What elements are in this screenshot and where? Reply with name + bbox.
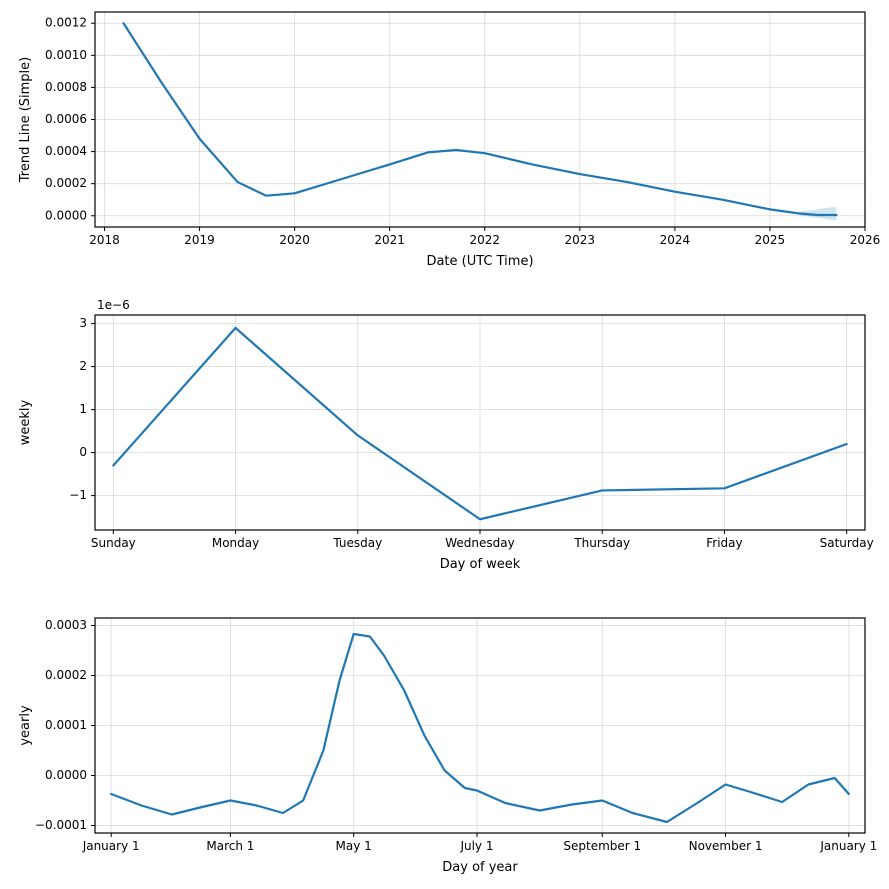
yearly-xtick-label: September 1 <box>563 839 641 853</box>
weekly-panel: SundayMondayTuesdayWednesdayThursdayFrid… <box>95 315 865 530</box>
weekly-ytick-label: 0 <box>79 445 87 459</box>
weekly-xtick-label: Friday <box>706 536 742 550</box>
yearly-grid <box>95 618 865 833</box>
trend-xtick-label: 2018 <box>89 233 120 247</box>
trend-xtick-label: 2020 <box>279 233 310 247</box>
trend-xtick-label: 2025 <box>755 233 786 247</box>
yearly-line <box>111 634 849 822</box>
weekly-ylabel: weekly <box>18 399 33 445</box>
yearly-panel: January 1March 1May 1July 1September 1No… <box>95 618 865 833</box>
yearly-xtick-label: May 1 <box>336 839 372 853</box>
yearly-ytick-label: 0.0002 <box>45 668 87 682</box>
weekly-ytick-label: 1 <box>79 402 87 416</box>
weekly-xlabel: Day of week <box>440 557 521 572</box>
trend-panel: 2018201920202021202220232024202520260.00… <box>95 12 865 227</box>
yearly-xtick-label: November 1 <box>689 839 763 853</box>
trend-xtick-label: 2026 <box>850 233 881 247</box>
weekly-xtick-label: Tuesday <box>332 536 382 550</box>
trend-ylabel: Trend Line (Simple) <box>18 57 33 183</box>
figure: 2018 2019 2020 2021 2022 2023 2024 2025 2026 0.00… <box>0 0 889 889</box>
yearly-xtick-label: January 1 <box>82 839 140 853</box>
trend-xtick-label: 2024 <box>660 233 691 247</box>
trend-xtick-label: 2022 <box>469 233 500 247</box>
yearly-xlabel: Day of year <box>442 860 518 875</box>
trend-xtick-label: 2021 <box>374 233 405 247</box>
trend-xtick-label: 2019 <box>184 233 215 247</box>
trend-ytick-label: 0.0002 <box>45 176 87 190</box>
yearly-ytick-label: 0.0003 <box>45 618 87 632</box>
yearly-ylabel: yearly <box>18 705 33 746</box>
weekly-xtick-label: Sunday <box>91 536 136 550</box>
yearly-ytick-label: 0.0000 <box>45 768 87 782</box>
weekly-grid <box>95 315 865 530</box>
yearly-ytick-label: 0.0001 <box>45 718 87 732</box>
weekly-xtick-label: Monday <box>212 536 259 550</box>
trend-ytick-label: 0.0008 <box>45 80 87 94</box>
weekly-ytick-label: 2 <box>79 359 87 373</box>
trend-ytick-label: 0.0006 <box>45 112 87 126</box>
weekly-ytick-label: 3 <box>79 316 87 330</box>
trend-ytick-label: 0.0004 <box>45 144 87 158</box>
trend-ytick-label: 0.0012 <box>45 16 87 30</box>
trend-ytick-label: 0.0010 <box>45 48 87 62</box>
weekly-xtick-label: Wednesday <box>445 536 514 550</box>
trend-grid <box>95 12 865 227</box>
trend-xlabel: Date (UTC Time) <box>426 254 533 269</box>
weekly-y-offset-text: 1e−6 <box>97 298 130 312</box>
yearly-ytick-label: −0.0001 <box>35 818 87 832</box>
weekly-xtick-label: Saturday <box>820 536 874 550</box>
trend-ytick-label: 0.0000 <box>45 208 87 222</box>
yearly-xtick-label: March 1 <box>206 839 254 853</box>
weekly-xtick-label: Thursday <box>573 536 630 550</box>
weekly-ytick-label: −1 <box>69 488 87 502</box>
trend-xtick-label: 2023 <box>565 233 596 247</box>
yearly-xtick-label: January 1 <box>819 839 877 853</box>
yearly-xtick-label: July 1 <box>459 839 493 853</box>
